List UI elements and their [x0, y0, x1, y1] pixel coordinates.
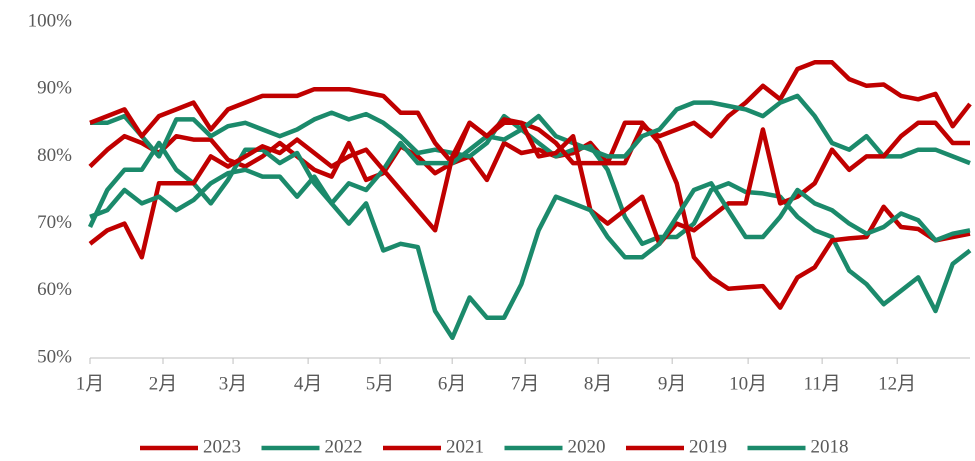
legend-label: 2018 [811, 436, 849, 457]
x-tick-label: 10月 [729, 373, 767, 394]
x-tick-label: 12月 [878, 373, 916, 394]
x-tick-label: 2月 [149, 373, 178, 394]
legend-label: 2022 [325, 436, 363, 457]
x-tick-label: 4月 [294, 373, 323, 394]
x-tick-label: 5月 [366, 373, 395, 394]
y-tick-label: 60% [37, 279, 72, 300]
series-line [87, 93, 971, 228]
x-tick-label: 11月 [803, 373, 840, 394]
y-tick-label: 90% [37, 78, 72, 99]
series-line [89, 167, 971, 341]
x-tick-label: 9月 [658, 373, 687, 394]
x-tick-label: 1月 [76, 373, 105, 394]
y-tick-label: 50% [37, 346, 72, 367]
y-tick-label: 100% [28, 10, 73, 31]
y-tick-label: 70% [37, 212, 72, 233]
series-line [88, 117, 970, 260]
x-tick-label: 3月 [219, 373, 248, 394]
legend-label: 2020 [568, 436, 606, 457]
series-line [89, 86, 971, 310]
legend-label: 2021 [446, 436, 484, 457]
x-tick-label: 7月 [511, 373, 540, 394]
x-tick-label: 6月 [438, 373, 467, 394]
legend-label: 2019 [689, 436, 727, 457]
x-tick-label: 8月 [584, 373, 613, 394]
legend-label: 2023 [203, 436, 241, 457]
y-tick-label: 80% [37, 145, 72, 166]
